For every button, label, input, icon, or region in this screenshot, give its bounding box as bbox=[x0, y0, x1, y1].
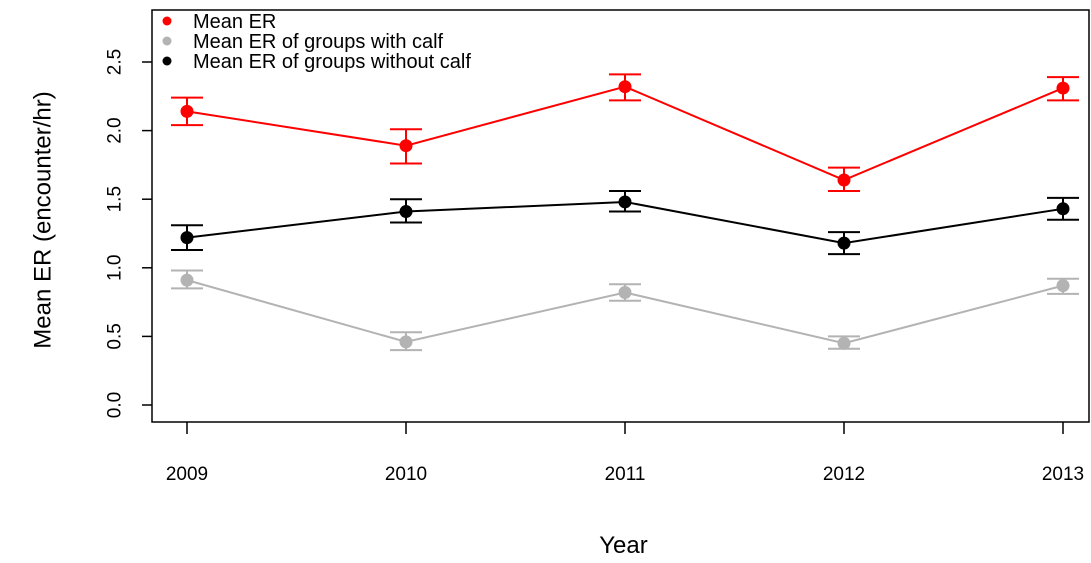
x-tick-label: 2012 bbox=[823, 464, 865, 485]
legend-label: Mean ER of groups without calf bbox=[193, 51, 471, 73]
y-tick-label: 2.5 bbox=[105, 49, 126, 75]
y-tick-label: 0.5 bbox=[105, 323, 126, 349]
legend-label: Mean ER bbox=[193, 11, 276, 33]
x-axis-title: Year bbox=[599, 532, 648, 559]
data-point bbox=[399, 139, 413, 153]
y-tick-label: 1.0 bbox=[105, 255, 126, 281]
y-tick-label: 2.0 bbox=[105, 117, 126, 143]
y-tick-label: 1.5 bbox=[105, 186, 126, 212]
x-tick-label: 2009 bbox=[166, 464, 208, 485]
y-axis-title: Mean ER (encounter/hr) bbox=[29, 91, 56, 348]
series-0 bbox=[171, 73, 1079, 192]
data-point bbox=[180, 104, 194, 118]
plot-frame bbox=[151, 9, 1090, 423]
x-tick-label: 2010 bbox=[385, 464, 427, 485]
data-point bbox=[399, 335, 413, 349]
data-point bbox=[618, 195, 632, 209]
data-point bbox=[399, 205, 413, 219]
legend-marker bbox=[162, 56, 172, 66]
series-1 bbox=[171, 269, 1079, 352]
data-point bbox=[1056, 81, 1070, 95]
legend-marker bbox=[162, 36, 172, 46]
axes: 0.0 0.5 1.0 1.5 2.0 2.5 2009 2010 2011 2012 2013 bbox=[105, 9, 1090, 485]
data-point bbox=[837, 173, 851, 187]
data-point bbox=[837, 236, 851, 250]
data-point bbox=[1056, 279, 1070, 293]
data-point bbox=[618, 80, 632, 94]
x-tick-label: 2013 bbox=[1042, 464, 1084, 485]
y-tick-label: 0.0 bbox=[105, 392, 126, 418]
x-tick-label: 2011 bbox=[605, 464, 646, 485]
data-point bbox=[180, 273, 194, 287]
data-point bbox=[618, 285, 632, 299]
series-2 bbox=[171, 189, 1079, 256]
plot-area bbox=[171, 73, 1079, 352]
data-point bbox=[180, 231, 194, 245]
legend-marker bbox=[162, 16, 172, 26]
data-point bbox=[1056, 202, 1070, 216]
legend-label: Mean ER of groups with calf bbox=[193, 31, 444, 53]
data-point bbox=[837, 336, 851, 350]
